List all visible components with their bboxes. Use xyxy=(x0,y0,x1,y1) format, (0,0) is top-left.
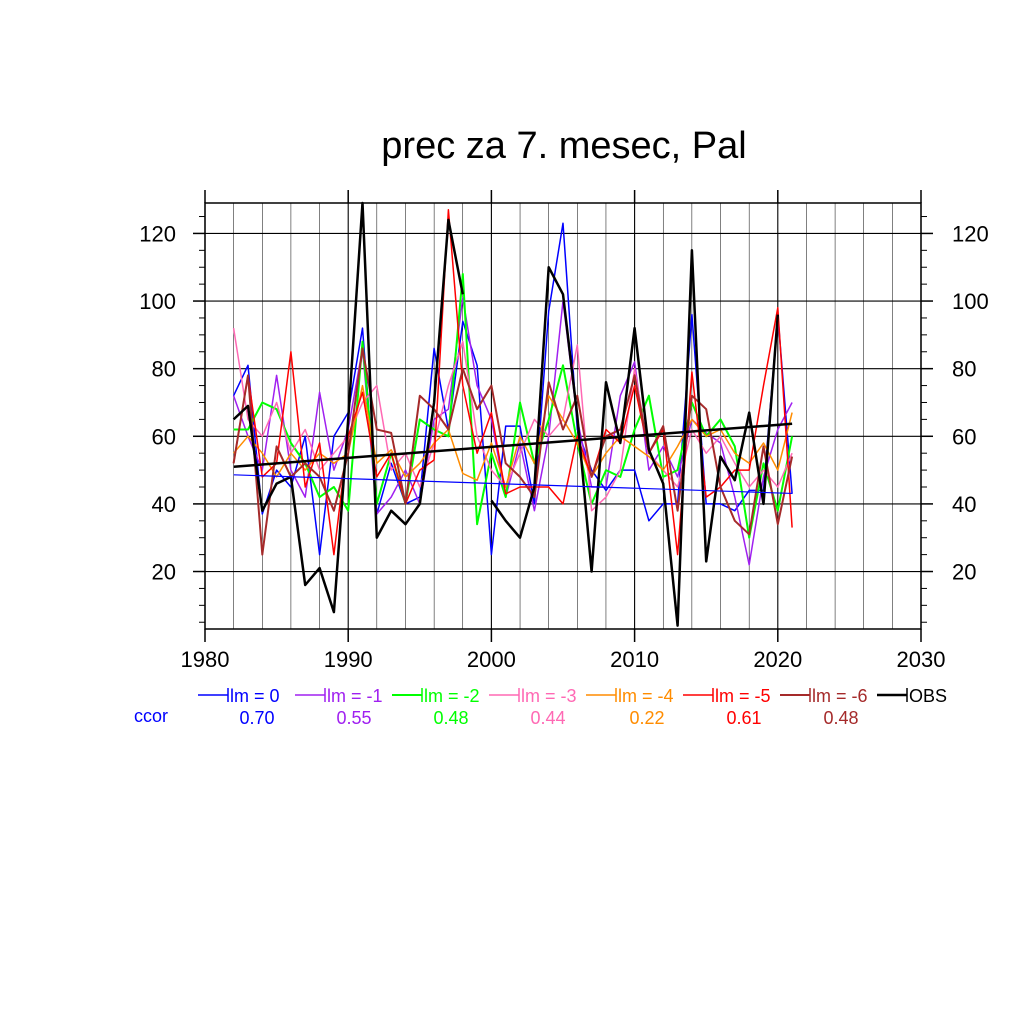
series-layer xyxy=(232,201,794,627)
series-line-lm-0 xyxy=(232,222,793,556)
trend-line-obs xyxy=(233,422,793,468)
series-line-lm-5 xyxy=(232,209,793,556)
y-tick-label-right: 20 xyxy=(952,560,976,585)
legend-label: lm = -4 xyxy=(618,686,674,706)
y-tick-label-right: 120 xyxy=(952,221,989,246)
legend-ccor-label: ccor xyxy=(134,706,168,726)
legend-ccor-value: 0.44 xyxy=(530,708,565,728)
legend-label: lm = -2 xyxy=(424,686,480,706)
legend-label: lm = 0 xyxy=(230,686,280,706)
legend-ccor-value: 0.55 xyxy=(336,708,371,728)
y-tick-label: 60 xyxy=(152,424,176,449)
legend-ccor-value: 0.22 xyxy=(629,708,664,728)
legend-label: lm = -5 xyxy=(715,686,771,706)
series-line-obs xyxy=(232,201,780,627)
trend-line-lm-0 xyxy=(233,474,793,495)
legend-label: lm = -1 xyxy=(327,686,383,706)
x-tick-label: 2030 xyxy=(897,647,946,672)
legend-ccor-value: 0.61 xyxy=(726,708,761,728)
y-tick-label-right: 60 xyxy=(952,424,976,449)
plot-frame xyxy=(204,202,922,630)
legend-ccor-value: 0.70 xyxy=(239,708,274,728)
legend-label: OBS xyxy=(909,686,947,706)
x-tick-label: 2020 xyxy=(753,647,802,672)
legend-ccor-value: 0.48 xyxy=(823,708,858,728)
x-tick-label: 1990 xyxy=(324,647,373,672)
y-tick-label-right: 40 xyxy=(952,492,976,517)
trend-layer xyxy=(233,422,793,495)
legend-ccor-value: 0.48 xyxy=(433,708,468,728)
legend-label: lm = -3 xyxy=(521,686,577,706)
y-tick-label: 40 xyxy=(152,492,176,517)
x-tick-label: 2000 xyxy=(467,647,516,672)
y-tick-label: 20 xyxy=(152,560,176,585)
legend-label: lm = -6 xyxy=(812,686,868,706)
y-tick-label: 80 xyxy=(152,357,176,382)
y-tick-label-right: 100 xyxy=(952,289,989,314)
y-tick-label-right: 80 xyxy=(952,357,976,382)
y-tick-label: 120 xyxy=(139,221,176,246)
chart-title: prec za 7. mesec, Pal xyxy=(381,125,746,167)
x-tick-label: 1980 xyxy=(181,647,230,672)
x-tick-label: 2010 xyxy=(610,647,659,672)
y-tick-label: 100 xyxy=(139,289,176,314)
